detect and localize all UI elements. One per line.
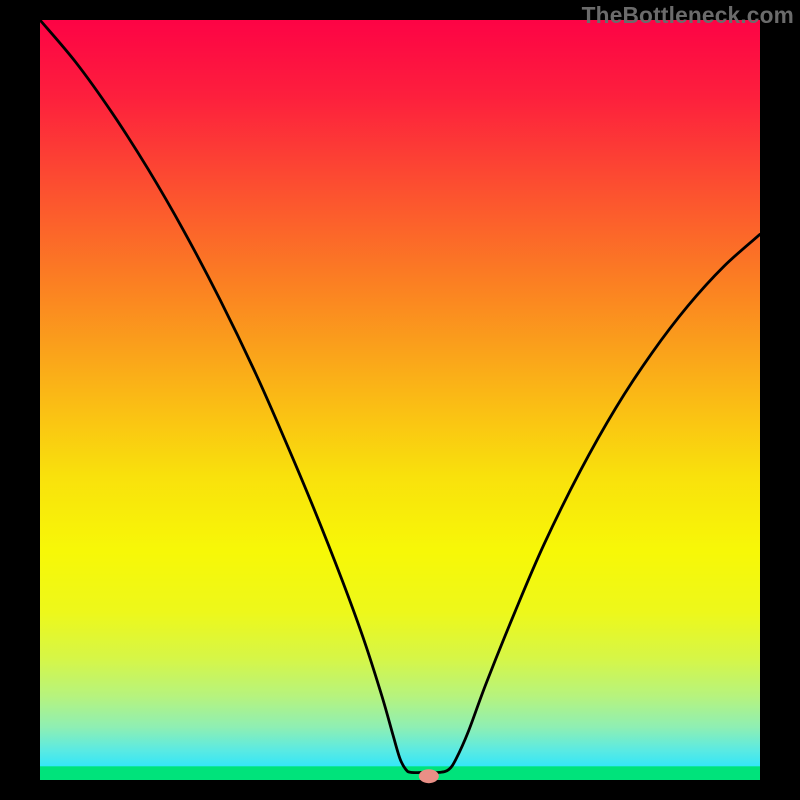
plot-area [40, 20, 760, 780]
optimal-point-marker [419, 769, 439, 783]
bottleneck-chart [0, 0, 800, 800]
watermark-text: TheBottleneck.com [582, 2, 794, 29]
chart-stage: TheBottleneck.com [0, 0, 800, 800]
baseline-band [40, 766, 760, 780]
